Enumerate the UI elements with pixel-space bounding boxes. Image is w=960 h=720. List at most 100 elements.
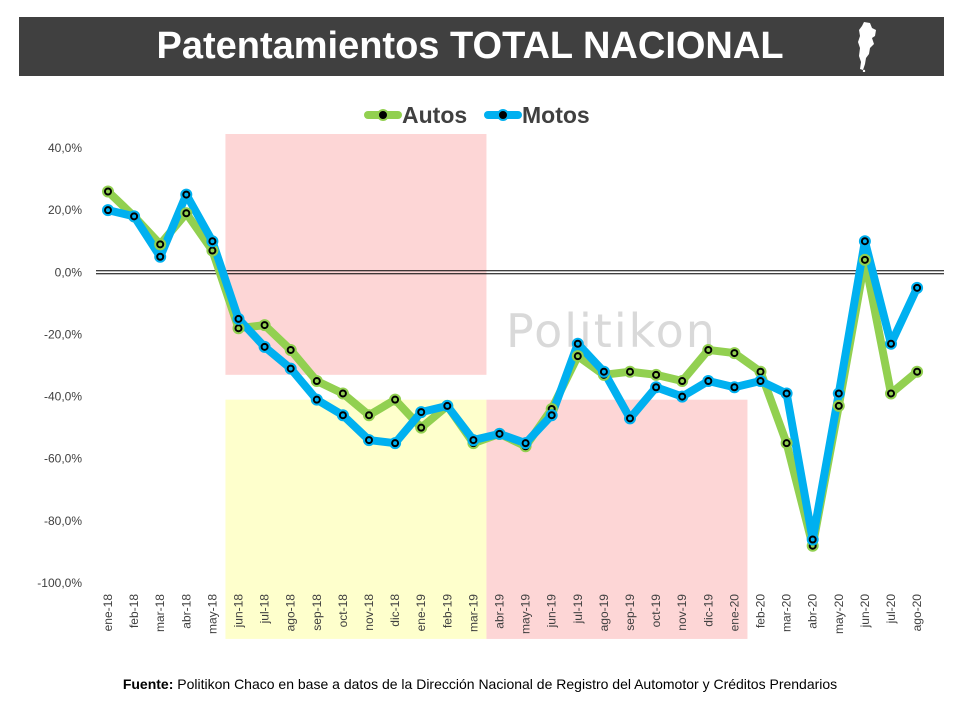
- x-tick-label: abr-19: [493, 594, 507, 629]
- y-tick-label: -20,0%: [44, 327, 82, 341]
- x-tick-label: feb-18: [127, 594, 141, 628]
- x-tick-label: ene-20: [727, 594, 741, 632]
- data-point-center-motos: [236, 316, 241, 321]
- x-tick-label: may-18: [205, 594, 219, 634]
- x-tick-label: jun-20: [858, 594, 872, 629]
- data-point-center-autos: [340, 391, 345, 396]
- legend-marker-autos: [377, 109, 389, 121]
- x-tick-label: nov-19: [675, 594, 689, 631]
- data-point-center-motos: [601, 369, 606, 374]
- data-point-center-motos: [471, 438, 476, 443]
- data-point-center-motos: [784, 391, 789, 396]
- data-point-center-motos: [862, 239, 867, 244]
- x-tick-label: jul-20: [884, 594, 898, 625]
- data-point-center-motos: [132, 214, 137, 219]
- data-point-center-autos: [367, 413, 371, 418]
- data-point-center-motos: [732, 385, 737, 390]
- watermark: Politikon: [506, 304, 717, 358]
- data-point-center-autos: [680, 379, 685, 384]
- data-point-center-autos: [575, 354, 580, 359]
- y-tick-label: -40,0%: [44, 390, 82, 404]
- data-point-center-motos: [836, 391, 841, 396]
- legend-label-motos: Motos: [522, 102, 590, 128]
- data-point-center-motos: [210, 239, 215, 244]
- legend-label-autos: Autos: [402, 102, 467, 128]
- x-tick-label: ago-18: [284, 594, 298, 632]
- data-point-center-autos: [862, 257, 867, 262]
- data-point-center-autos: [106, 189, 110, 194]
- data-point-center-autos: [836, 403, 841, 408]
- data-point-center-motos: [889, 341, 893, 346]
- data-point-center-autos: [288, 347, 293, 352]
- data-point-center-autos: [419, 425, 424, 430]
- data-point-center-autos: [184, 211, 189, 216]
- x-tick-label: abr-20: [806, 594, 820, 629]
- data-point-center-autos: [915, 369, 920, 374]
- highlight-band-yellow: [225, 399, 487, 639]
- data-point-center-autos: [784, 441, 789, 446]
- data-point-center-autos: [158, 242, 163, 247]
- x-tick-label: sep-19: [623, 594, 637, 631]
- x-tick-label: mar-18: [153, 594, 167, 632]
- data-point-center-motos: [497, 431, 502, 436]
- data-point-center-motos: [288, 366, 293, 371]
- x-tick-label: abr-18: [179, 594, 193, 629]
- source-text: Politikon Chaco en base a datos de la Di…: [177, 676, 838, 692]
- data-point-center-motos: [158, 254, 163, 259]
- data-point-center-motos: [758, 379, 763, 384]
- x-tick-label: jul-19: [571, 594, 585, 625]
- x-tick-label: ene-19: [414, 594, 428, 632]
- data-point-center-motos: [654, 385, 659, 390]
- data-point-center-motos: [367, 438, 371, 443]
- x-tick-label: nov-18: [362, 594, 376, 631]
- data-point-center-motos: [340, 413, 345, 418]
- x-tick-label: sep-18: [310, 594, 324, 631]
- data-point-center-motos: [810, 537, 815, 542]
- x-tick-label: ene-18: [101, 594, 115, 632]
- data-point-center-motos: [314, 397, 319, 402]
- chart-title: Patentamientos TOTAL NACIONAL: [156, 25, 784, 67]
- x-tick-label: mar-19: [466, 594, 480, 632]
- data-point-center-autos: [236, 326, 241, 331]
- data-point-center-motos: [549, 413, 554, 418]
- data-point-center-autos: [628, 369, 632, 374]
- y-tick-label: -80,0%: [44, 514, 82, 528]
- x-tick-label: feb-19: [440, 594, 454, 628]
- x-tick-label: oct-19: [649, 594, 663, 628]
- data-point-center-autos: [654, 372, 659, 377]
- data-point-center-autos: [889, 391, 893, 396]
- data-point-center-motos: [262, 344, 267, 349]
- data-point-center-motos: [523, 441, 528, 446]
- x-tick-label: jun-19: [545, 594, 559, 629]
- x-tick-label: mar-20: [780, 594, 794, 632]
- argentina-map-icon: [858, 22, 876, 72]
- data-point-center-autos: [314, 379, 319, 384]
- source-label: Fuente:: [122, 676, 174, 692]
- data-point-center-motos: [575, 341, 580, 346]
- data-point-center-autos: [393, 397, 398, 402]
- data-point-center-motos: [680, 394, 685, 399]
- data-point-center-motos: [445, 403, 450, 408]
- data-point-center-motos: [184, 192, 189, 197]
- x-tick-label: dic-18: [388, 594, 402, 627]
- y-tick-label: 0,0%: [55, 265, 83, 279]
- y-tick-label: -60,0%: [44, 452, 82, 466]
- source-footer: Fuente: Politikon Chaco en base a datos …: [0, 676, 960, 692]
- y-tick-label: -100,0%: [37, 576, 82, 590]
- data-point-center-autos: [706, 347, 711, 352]
- title-bar: [19, 17, 944, 76]
- data-point-center-autos: [758, 369, 763, 374]
- x-tick-label: jun-18: [232, 594, 246, 629]
- data-point-center-motos: [915, 285, 920, 290]
- data-point-center-motos: [106, 208, 110, 213]
- x-tick-label: may-19: [519, 594, 533, 634]
- x-tick-label: oct-18: [336, 594, 350, 628]
- y-tick-label: 20,0%: [48, 203, 82, 217]
- data-point-center-autos: [210, 248, 215, 253]
- data-point-center-motos: [628, 416, 632, 421]
- data-point-center-motos: [419, 410, 424, 415]
- data-point-center-autos: [732, 351, 737, 356]
- highlight-band-red-1: [225, 134, 487, 375]
- legend-marker-motos: [497, 109, 509, 121]
